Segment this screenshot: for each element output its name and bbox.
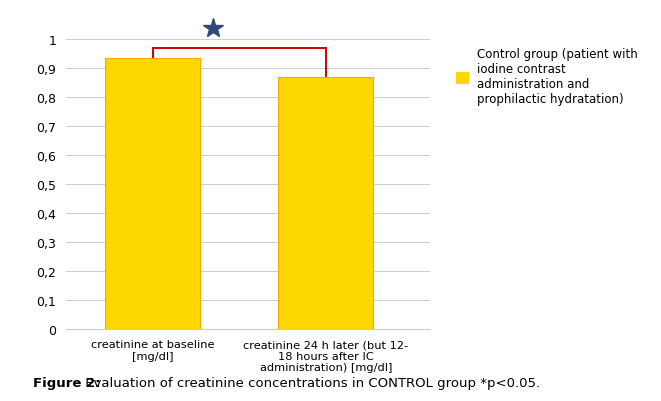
Text: Evaluation of creatinine concentrations in CONTROL group *p<0.05.: Evaluation of creatinine concentrations … (81, 376, 540, 389)
Bar (278, 78, 373, 329)
Legend: Control group (patient with
iodine contrast
administration and
prophilactic hydr: Control group (patient with iodine contr… (453, 46, 641, 109)
Bar (105, 59, 200, 329)
Text: Figure 2:: Figure 2: (33, 376, 100, 389)
